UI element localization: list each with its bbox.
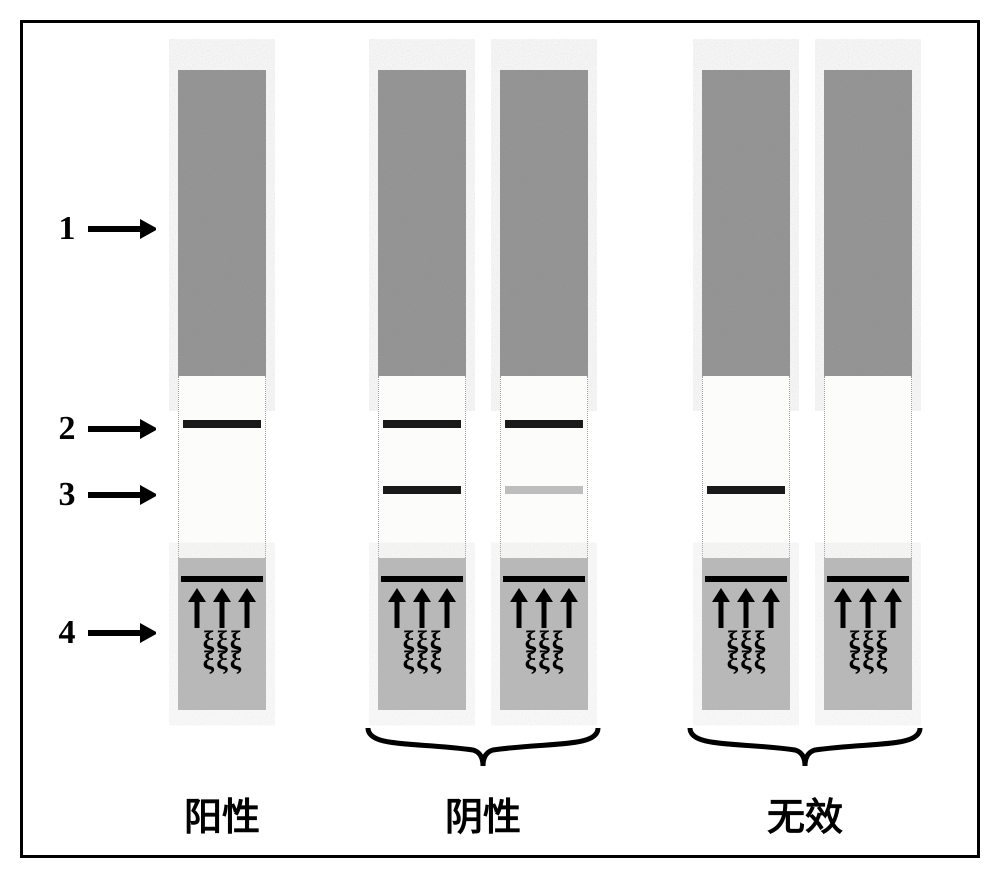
membrane [178, 376, 266, 558]
sample-pad: ξξξξξξ [702, 558, 790, 710]
up-arrow-icon [236, 588, 258, 630]
control-line-band [505, 420, 583, 428]
up-arrow-icon [533, 588, 555, 630]
wavy-glyph-icon: ξ [552, 652, 564, 670]
arrow-1 [88, 216, 156, 242]
up-arrow-icon [710, 588, 732, 630]
wavy-glyph-icon: ξ [754, 652, 766, 670]
up-arrow-icon [558, 588, 580, 630]
group-label-negative: 阴性 [421, 786, 545, 841]
wavy-row: ξξξ [727, 652, 766, 670]
label-1: 1 [52, 210, 82, 248]
up-arrow-icon [411, 588, 433, 630]
up-arrow-icon [735, 588, 757, 630]
wavy-row: ξξξ [203, 652, 242, 670]
test-strip: ξξξξξξ [378, 70, 466, 710]
sample-pad: ξξξξξξ [378, 558, 466, 710]
wavy-glyph-icon: ξ [849, 652, 861, 670]
control-line-band [383, 420, 461, 428]
test-line-band [383, 486, 461, 494]
label-2: 2 [52, 410, 82, 448]
test-line-band [505, 486, 583, 494]
test-strip: ξξξξξξ [500, 70, 588, 710]
wavy-glyph-icon: ξ [525, 652, 537, 670]
wavy-glyph-icon: ξ [430, 652, 442, 670]
wavy-glyph-icon: ξ [203, 652, 215, 670]
test-strip: ξξξξξξ [702, 70, 790, 710]
absorbent-pad [702, 70, 790, 380]
wavy-glyph-icon: ξ [230, 652, 242, 670]
conjugate-front-line [503, 576, 586, 582]
conjugate-front-line [381, 576, 464, 582]
label-4: 4 [52, 614, 82, 652]
up-arrow-icon [760, 588, 782, 630]
conjugate-front-line [705, 576, 788, 582]
flow-arrows [508, 588, 580, 630]
flow-arrows [832, 588, 904, 630]
test-strip: ξξξξξξ [178, 70, 266, 710]
absorbent-pad [178, 70, 266, 380]
up-arrow-icon [211, 588, 233, 630]
flow-arrows [186, 588, 258, 630]
wavy-glyph-icon: ξ [862, 652, 874, 670]
wavy-row: ξξξ [525, 652, 564, 670]
arrow-3 [88, 482, 156, 508]
brace-negative [358, 722, 608, 778]
up-arrow-icon [882, 588, 904, 630]
wavy-glyph-icon: ξ [876, 652, 888, 670]
conjugate-front-line [181, 576, 264, 582]
conjugate-front-line [827, 576, 910, 582]
arrow-2 [88, 416, 156, 442]
flow-arrows [710, 588, 782, 630]
group-label-positive: 阳性 [160, 786, 284, 841]
membrane [378, 376, 466, 558]
flow-arrows [386, 588, 458, 630]
membrane [824, 376, 912, 558]
up-arrow-icon [857, 588, 879, 630]
absorbent-pad [378, 70, 466, 380]
up-arrow-icon [832, 588, 854, 630]
wavy-glyph-icon: ξ [403, 652, 415, 670]
sample-pad: ξξξξξξ [500, 558, 588, 710]
wavy-glyph-icon: ξ [538, 652, 550, 670]
group-label-invalid: 无效 [743, 786, 867, 841]
wavy-glyph-icon: ξ [416, 652, 428, 670]
up-arrow-icon [436, 588, 458, 630]
wavy-row: ξξξ [849, 652, 888, 670]
up-arrow-icon [508, 588, 530, 630]
test-line-band [707, 486, 785, 494]
up-arrow-icon [386, 588, 408, 630]
brace-invalid [680, 722, 930, 778]
up-arrow-icon [186, 588, 208, 630]
sample-pad: ξξξξξξ [178, 558, 266, 710]
membrane [500, 376, 588, 558]
membrane [702, 376, 790, 558]
wavy-row: ξξξ [403, 652, 442, 670]
sample-pad: ξξξξξξ [824, 558, 912, 710]
absorbent-pad [500, 70, 588, 380]
figure-content: 1 2 3 4 ξξξξξξξξξξξξξξξξξξξξξξξξξξξξξξ 阳… [0, 0, 1000, 878]
absorbent-pad [824, 70, 912, 380]
control-line-band [183, 420, 261, 428]
wavy-glyph-icon: ξ [740, 652, 752, 670]
arrow-4 [88, 620, 156, 646]
label-3: 3 [52, 476, 82, 514]
test-strip: ξξξξξξ [824, 70, 912, 710]
wavy-glyph-icon: ξ [727, 652, 739, 670]
wavy-glyph-icon: ξ [216, 652, 228, 670]
